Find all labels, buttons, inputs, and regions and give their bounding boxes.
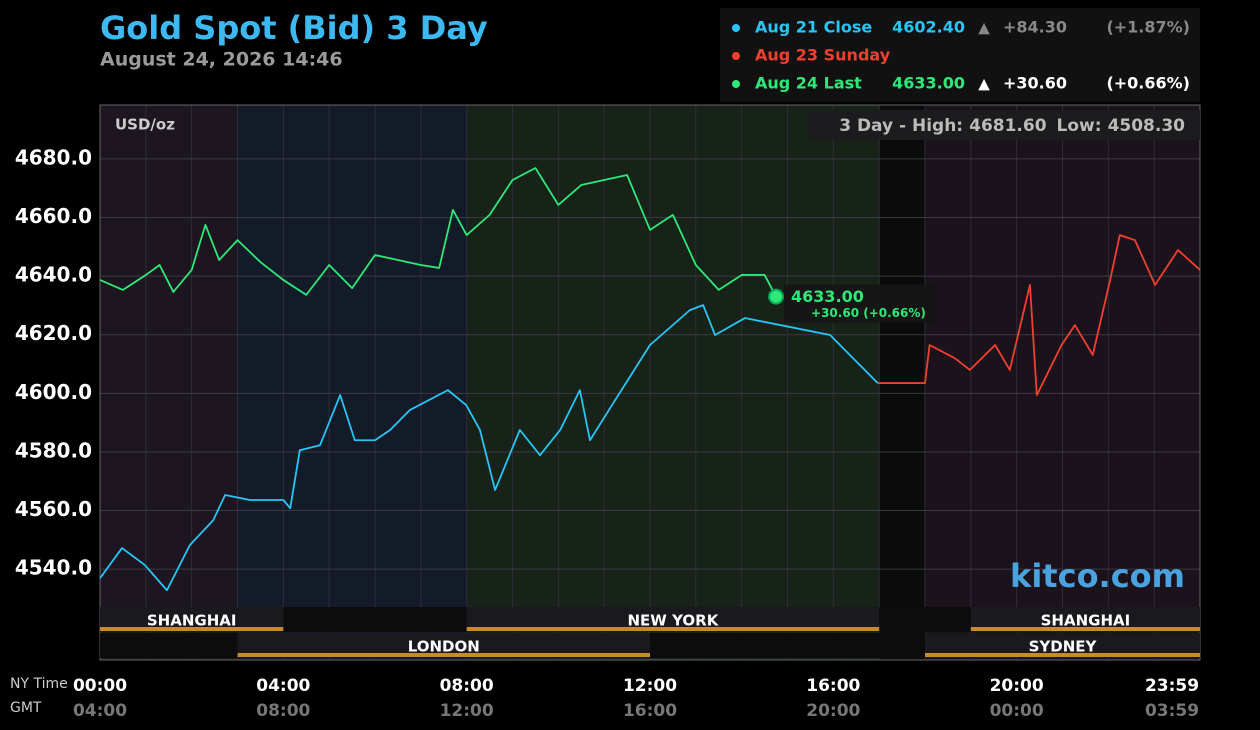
legend-arrow: ▲ (978, 75, 990, 93)
x-tick-label: 12:00 (623, 676, 677, 696)
y-unit-label: USD/oz (115, 116, 175, 134)
gmt-tick-label: 08:00 (256, 701, 310, 721)
y-tick-label: 4680.0 (15, 145, 92, 169)
session-line (970, 627, 1200, 631)
y-tick-label: 4600.0 (15, 380, 92, 404)
x-tick-label: 04:00 (256, 676, 310, 696)
session-label: SYDNEY (1029, 638, 1098, 656)
legend-name: Aug 23 Sunday (755, 46, 891, 65)
last-point (768, 288, 785, 305)
x-tick-label: 08:00 (440, 676, 494, 696)
y-tick-label: 4560.0 (15, 497, 92, 521)
session-label: SHANGHAI (1041, 612, 1131, 630)
legend-dot (732, 24, 740, 32)
legend-change: +84.30 (1003, 18, 1067, 37)
gmt-tick-label: 00:00 (990, 701, 1044, 721)
y-tick-label: 4580.0 (15, 438, 92, 462)
y-tick-label: 4640.0 (15, 263, 92, 287)
legend-box (720, 8, 1200, 102)
session-line (100, 627, 284, 631)
chart-subtitle: August 24, 2026 14:46 (100, 49, 343, 71)
price-line (877, 234, 1201, 397)
legend-name: Aug 21 Close (755, 18, 872, 37)
session-line (237, 653, 650, 657)
watermark: kitco.com (1010, 557, 1185, 595)
gmt-tick-label: 03:59 (1145, 701, 1199, 721)
legend-pct: (+0.66%) (1106, 74, 1190, 93)
legend-name: Aug 24 Last (755, 74, 862, 93)
plot-frame (99, 104, 1201, 661)
y-tick-label: 4540.0 (15, 556, 92, 580)
legend-change: +30.60 (1003, 74, 1067, 93)
x-tick-label: 16:00 (806, 676, 860, 696)
legend-dot (732, 52, 740, 60)
session-label: NEW YORK (628, 612, 720, 630)
legend-dot (732, 80, 740, 88)
stats: 3 Day - High: 4681.60 Low: 4508.30 (839, 116, 1185, 136)
session-label: SHANGHAI (147, 612, 237, 630)
legend-value: 4602.40 (892, 18, 965, 37)
x-tick-label: 23:59 (1145, 676, 1199, 696)
price-line (99, 167, 777, 298)
gmt-tick-label: 20:00 (806, 701, 860, 721)
callout-change: +30.60 (+0.66%) (811, 306, 926, 320)
session-shade (466, 105, 880, 660)
session-shade (237, 105, 467, 660)
gmt-tick-label: 04:00 (73, 701, 127, 721)
callout-value: 4633.00 (791, 287, 864, 306)
gmt-tick-label: 12:00 (440, 701, 494, 721)
stats-low: 4508.30 (1108, 116, 1186, 136)
legend-value: 4633.00 (892, 74, 965, 93)
x-row-label: NY Time (10, 676, 68, 692)
chart-title: Gold Spot (Bid) 3 Day (100, 9, 488, 47)
y-tick-label: 4620.0 (15, 321, 92, 345)
session-line (466, 627, 880, 631)
y-tick-label: 4660.0 (15, 204, 92, 228)
stats-low_label: Low: (1057, 116, 1102, 136)
session-shade (100, 105, 238, 660)
gmt-tick-label: 16:00 (623, 701, 677, 721)
stats-box (808, 110, 1200, 140)
x-row-label: GMT (10, 700, 42, 716)
legend-arrow: ▲ (978, 19, 990, 37)
stats-label: 3 Day - High: (839, 116, 963, 136)
legend-pct: (+1.87%) (1106, 18, 1190, 37)
stats-high: 4681.60 (969, 116, 1047, 136)
price-line (99, 304, 879, 592)
callout-box (784, 284, 937, 323)
x-tick-label: 00:00 (73, 676, 127, 696)
x-tick-label: 20:00 (990, 676, 1044, 696)
session-line (925, 653, 1200, 657)
session-label: LONDON (408, 638, 480, 656)
